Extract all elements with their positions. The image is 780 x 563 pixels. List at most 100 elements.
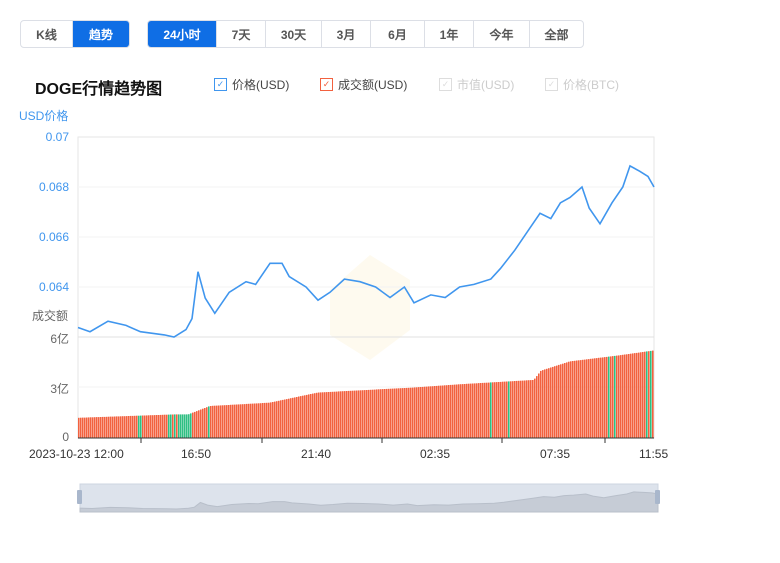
volume-bar <box>200 409 202 438</box>
volume-bar <box>546 368 548 438</box>
tab-3m[interactable]: 3月 <box>321 21 370 47</box>
volume-bar <box>232 404 234 438</box>
volume-bar <box>498 382 500 438</box>
volume-bar <box>260 403 262 438</box>
volume-bar <box>338 391 340 438</box>
volume-bar <box>314 393 316 438</box>
volume-bar <box>252 403 254 438</box>
volume-bar <box>622 354 624 438</box>
volume-bar <box>322 392 324 438</box>
volume-bar <box>442 385 444 438</box>
tab-30d[interactable]: 30天 <box>265 21 321 47</box>
price-line <box>77 164 655 338</box>
volume-bar <box>628 354 630 438</box>
volume-bar <box>620 355 622 438</box>
volume-bar <box>450 384 452 438</box>
volume-bar <box>480 383 482 438</box>
tab-1y[interactable]: 1年 <box>424 21 473 47</box>
volume-bar <box>128 416 130 438</box>
volume-bar <box>578 360 580 438</box>
volume-bar <box>292 397 294 438</box>
volume-bar <box>118 416 120 438</box>
volume-bar <box>562 363 564 438</box>
volume-bar <box>344 391 346 438</box>
volume-bar <box>370 389 372 438</box>
volume-bar <box>166 414 168 438</box>
volume-bar <box>406 387 408 438</box>
volume-bar <box>390 388 392 438</box>
volume-bar <box>542 370 544 438</box>
volume-bar <box>414 387 416 438</box>
volume-bar <box>294 397 296 438</box>
legend-price-usd[interactable]: ✓ 价格(USD) <box>214 76 289 93</box>
volume-bar <box>182 414 184 438</box>
volume-bar <box>444 385 446 438</box>
volume-bar <box>264 402 266 438</box>
volume-bar <box>178 414 180 438</box>
volume-bar <box>150 415 152 438</box>
volume-bar <box>124 416 126 438</box>
volume-bar <box>602 357 604 438</box>
slider-handle-left[interactable] <box>77 490 82 504</box>
volume-bar <box>172 414 174 438</box>
volume-bar <box>500 381 502 438</box>
slider-handle-right[interactable] <box>655 490 660 504</box>
volume-bar <box>396 388 398 438</box>
volume-bar <box>558 364 560 438</box>
tab-ytd[interactable]: 今年 <box>473 21 529 47</box>
volume-bar <box>80 417 82 438</box>
legend-marketcap-usd[interactable]: ✓ 市值(USD) <box>439 76 514 93</box>
x-tick-label: 11:55 <box>639 447 669 461</box>
tab-24h[interactable]: 24小时 <box>148 21 216 47</box>
tab-all[interactable]: 全部 <box>529 21 583 47</box>
price-tick: 0.066 <box>38 230 69 244</box>
volume-bar <box>114 416 116 438</box>
datazoom-slider[interactable] <box>77 483 660 513</box>
volume-tick: 3亿 <box>50 382 69 396</box>
volume-bar <box>234 404 236 438</box>
tab-kline[interactable]: K线 <box>36 27 57 42</box>
volume-bar <box>422 386 424 438</box>
volume-bar <box>580 360 582 438</box>
volume-bar <box>404 388 406 438</box>
volume-bar <box>280 400 282 438</box>
volume-bar <box>254 403 256 438</box>
volume-bar <box>304 395 306 438</box>
volume-bar <box>572 361 574 438</box>
volume-bar <box>272 402 274 438</box>
tab-6m[interactable]: 6月 <box>370 21 424 47</box>
volume-bar <box>348 390 350 438</box>
volume-bar <box>90 417 92 438</box>
tab-7d[interactable]: 7天 <box>216 21 265 47</box>
volume-bar <box>436 385 438 438</box>
volume-bar <box>170 414 172 438</box>
volume-bar <box>502 381 504 438</box>
legend-volume-usd[interactable]: ✓ 成交额(USD) <box>320 76 407 93</box>
volume-bar <box>196 411 198 438</box>
volume-bar <box>492 382 494 438</box>
volume-bar <box>258 403 260 438</box>
volume-bar <box>106 416 108 438</box>
volume-bar <box>240 404 242 438</box>
volume-bar <box>494 382 496 438</box>
volume-bar <box>302 395 304 438</box>
volume-bar <box>646 351 648 438</box>
volume-bar <box>266 402 268 438</box>
volume-tick: 6亿 <box>50 332 69 346</box>
volume-bar <box>644 351 646 438</box>
volume-bar <box>78 417 80 438</box>
legend-price-btc[interactable]: ✓ 价格(BTC) <box>545 76 619 93</box>
checkbox-icon: ✓ <box>320 78 333 91</box>
volume-bar <box>282 399 284 438</box>
volume-bar <box>600 357 602 438</box>
tab-trend[interactable]: 趋势 <box>72 21 129 47</box>
volume-bar <box>496 382 498 438</box>
volume-bar <box>206 407 208 438</box>
volume-bar <box>636 352 638 438</box>
volume-bar <box>478 383 480 438</box>
volume-bar <box>552 366 554 438</box>
volume-bar <box>164 414 166 438</box>
volume-axis-label: 成交额 <box>32 309 69 323</box>
volume-bar <box>242 404 244 438</box>
